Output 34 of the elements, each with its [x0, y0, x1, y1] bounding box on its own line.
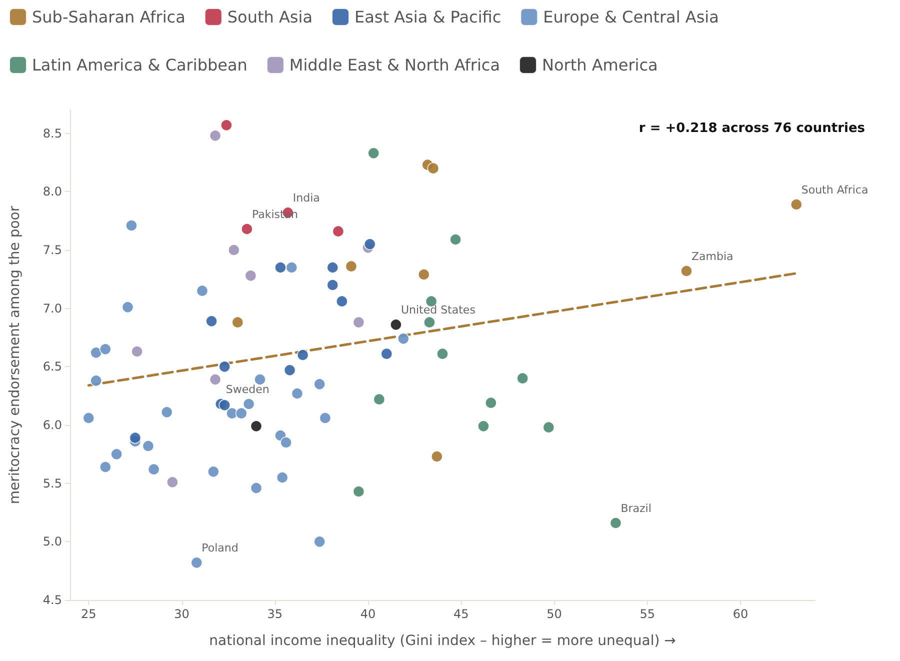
- legend-label: Middle East & North Africa: [289, 56, 500, 74]
- x-tick-label: 30: [174, 607, 190, 621]
- y-tick-label: 6.0: [42, 418, 62, 432]
- y-tick-label: 5.5: [42, 476, 62, 490]
- y-axis-title: meritocracy endorsement among the poor: [7, 206, 23, 504]
- y-tick-label: 8.0: [42, 184, 62, 199]
- legend-label: Latin America & Caribbean: [32, 56, 248, 74]
- x-tick-label: 60: [732, 607, 748, 621]
- legend-label: Europe & Central Asia: [543, 8, 719, 26]
- y-tick-label: 4.5: [42, 593, 62, 607]
- y-tick-label: 8.5: [42, 126, 62, 140]
- x-tick-label: 55: [640, 607, 656, 621]
- annotation: India: [292, 192, 320, 205]
- y-tick-label: 7.0: [42, 301, 62, 316]
- annotation: Poland: [202, 542, 238, 555]
- annotation: South Africa: [801, 184, 868, 196]
- x-axis-title: national income inequality (Gini index – higher = more unequal) →: [209, 633, 676, 649]
- annotation: Zambia: [691, 250, 734, 263]
- legend-label: East Asia & Pacific: [354, 8, 502, 26]
- legend-label: South Asia: [227, 8, 312, 26]
- y-tick-label: 5.0: [42, 534, 62, 549]
- annotation: Sweden: [226, 383, 270, 396]
- x-tick-label: 45: [453, 607, 469, 621]
- x-tick-label: 50: [546, 607, 562, 621]
- x-tick-label: 25: [80, 607, 96, 621]
- annotation: r = +0.218 across 76 countries: [638, 121, 866, 136]
- y-tick-label: 6.5: [42, 360, 62, 374]
- legend-label: Sub-Saharan Africa: [32, 8, 186, 26]
- legend-label: North America: [542, 56, 658, 74]
- annotation: United States: [400, 304, 476, 317]
- x-tick-label: 35: [267, 607, 283, 621]
- x-tick-label: 40: [360, 607, 376, 621]
- y-tick-label: 7.5: [42, 243, 62, 257]
- annotation: Brazil: [620, 502, 652, 515]
